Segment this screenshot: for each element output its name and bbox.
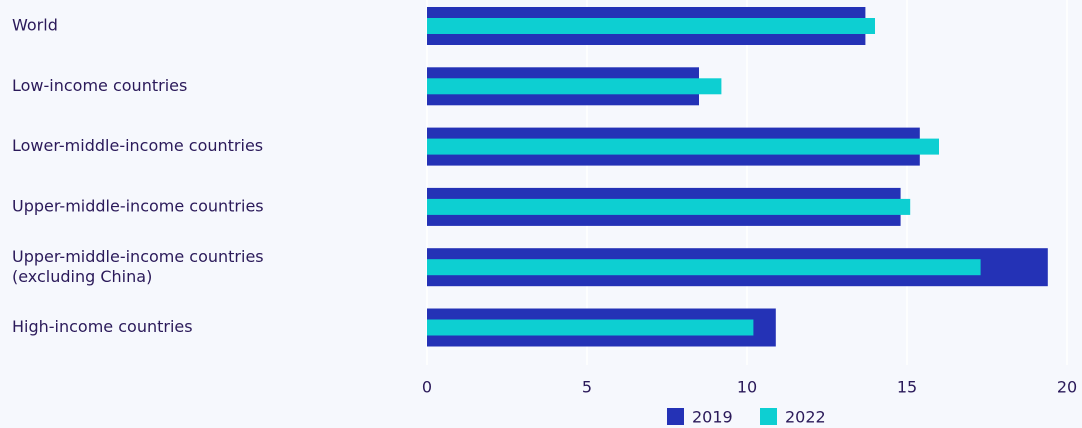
category-label: Upper-middle-income countries (excluding … [12, 247, 264, 286]
x-tick-label: 15 [897, 378, 917, 397]
bar [427, 138, 939, 155]
category-label: Lower-middle-income countries [12, 136, 263, 155]
category-label: World [12, 16, 58, 35]
bar [427, 319, 754, 336]
category-label: High-income countries [12, 317, 193, 336]
x-tick-label: 0 [422, 378, 432, 397]
legend-label: 2022 [785, 408, 826, 427]
legend-swatch [760, 408, 777, 425]
legend-swatch [667, 408, 684, 425]
bar [427, 259, 981, 276]
x-tick-label: 20 [1057, 378, 1077, 397]
bar [427, 78, 722, 95]
bar [427, 198, 911, 215]
legend-label: 2019 [692, 408, 733, 427]
x-tick-label: 10 [737, 378, 757, 397]
category-label: Low-income countries [12, 76, 187, 95]
x-tick-label: 5 [582, 378, 592, 397]
category-label: Upper-middle-income countries [12, 196, 264, 215]
bar [427, 18, 875, 34]
